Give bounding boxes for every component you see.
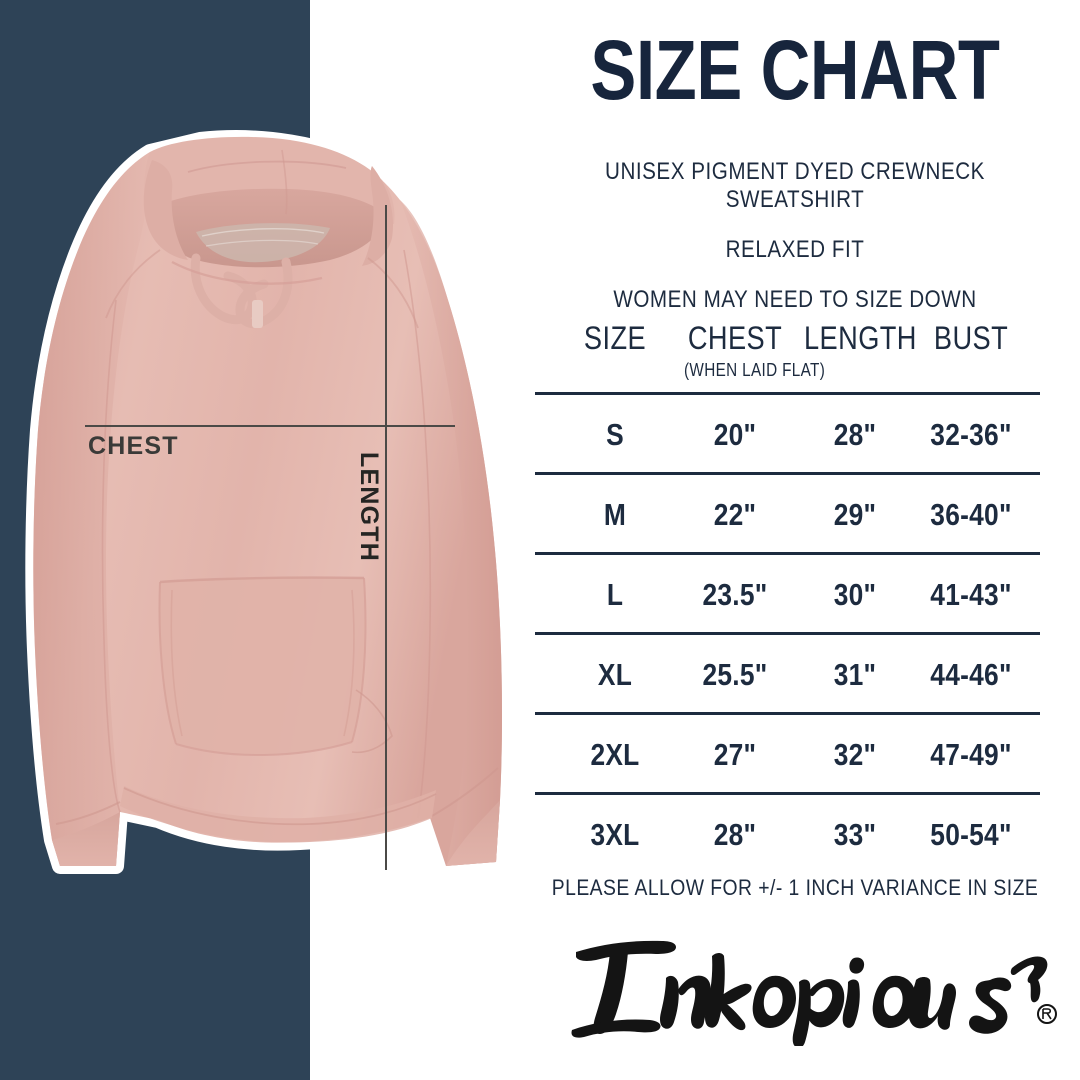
cell-bust: 47-49" <box>930 737 1012 772</box>
column-header-chest: CHEST <box>687 320 783 356</box>
cell-size: L <box>606 577 624 612</box>
cell-chest: 23.5" <box>702 577 768 612</box>
cell-bust: 44-46" <box>930 657 1012 692</box>
subtitle-fit: RELAXED FIT <box>725 236 865 263</box>
cell-length: 32" <box>833 737 877 772</box>
cell-length: 29" <box>833 497 877 532</box>
cell-size: 3XL <box>590 817 640 852</box>
inkopious-wordmark-icon <box>571 940 1057 1048</box>
table-row: S 20" 28" 32-36" <box>535 392 1040 472</box>
cell-chest: 22" <box>713 497 757 532</box>
table-row: 2XL 27" 32" 47-49" <box>535 712 1040 792</box>
cell-length: 28" <box>833 417 877 452</box>
cell-size: XL <box>597 657 633 692</box>
table-row: 3XL 28" 33" 50-54" <box>535 792 1040 872</box>
column-header-size: SIZE <box>583 320 647 356</box>
cell-chest: 20" <box>713 417 757 452</box>
variance-note: PLEASE ALLOW FOR +/- 1 INCH VARIANCE IN … <box>551 875 1039 900</box>
column-note-when-laid-flat: (WHEN LAID FLAT) <box>684 360 826 380</box>
size-chart-content: SIZE CHART UNISEX PIGMENT DYED CREWNECK … <box>510 0 1080 1080</box>
column-header-bust: BUST <box>933 320 1009 356</box>
column-header-length: LENGTH <box>804 320 917 356</box>
cell-length: 33" <box>833 817 877 852</box>
product-photo <box>0 0 510 1080</box>
cell-bust: 41-43" <box>930 577 1012 612</box>
size-table: SIZE CHEST LENGTH BUST (WHEN LAID FLAT) … <box>535 318 1040 872</box>
table-header-row: SIZE CHEST LENGTH BUST (WHEN LAID FLAT) <box>535 318 1040 392</box>
table-row: L 23.5" 30" 41-43" <box>535 552 1040 632</box>
hoodie-illustration <box>25 130 510 874</box>
cell-chest: 28" <box>713 817 757 852</box>
table-row: XL 25.5" 31" 44-46" <box>535 632 1040 712</box>
cell-bust: 32-36" <box>930 417 1012 452</box>
cell-length: 30" <box>833 577 877 612</box>
cell-bust: 36-40" <box>930 497 1012 532</box>
table-row: M 22" 29" 36-40" <box>535 472 1040 552</box>
cell-size: S <box>606 417 624 452</box>
subtitle-group: UNISEX PIGMENT DYED CREWNECK SWEATSHIRT … <box>510 158 1080 336</box>
cell-chest: 27" <box>713 737 757 772</box>
cell-size: M <box>603 497 627 532</box>
cell-size: 2XL <box>590 737 640 772</box>
subtitle-size-down: WOMEN MAY NEED TO SIZE DOWN <box>613 286 977 313</box>
page-title: SIZE CHART <box>590 23 1000 117</box>
cell-chest: 25.5" <box>702 657 768 692</box>
cell-bust: 50-54" <box>930 817 1012 852</box>
subtitle-product: UNISEX PIGMENT DYED CREWNECK SWEATSHIRT <box>605 158 985 213</box>
brand-logo-inkopious <box>510 928 1080 1048</box>
cell-length: 31" <box>833 657 877 692</box>
